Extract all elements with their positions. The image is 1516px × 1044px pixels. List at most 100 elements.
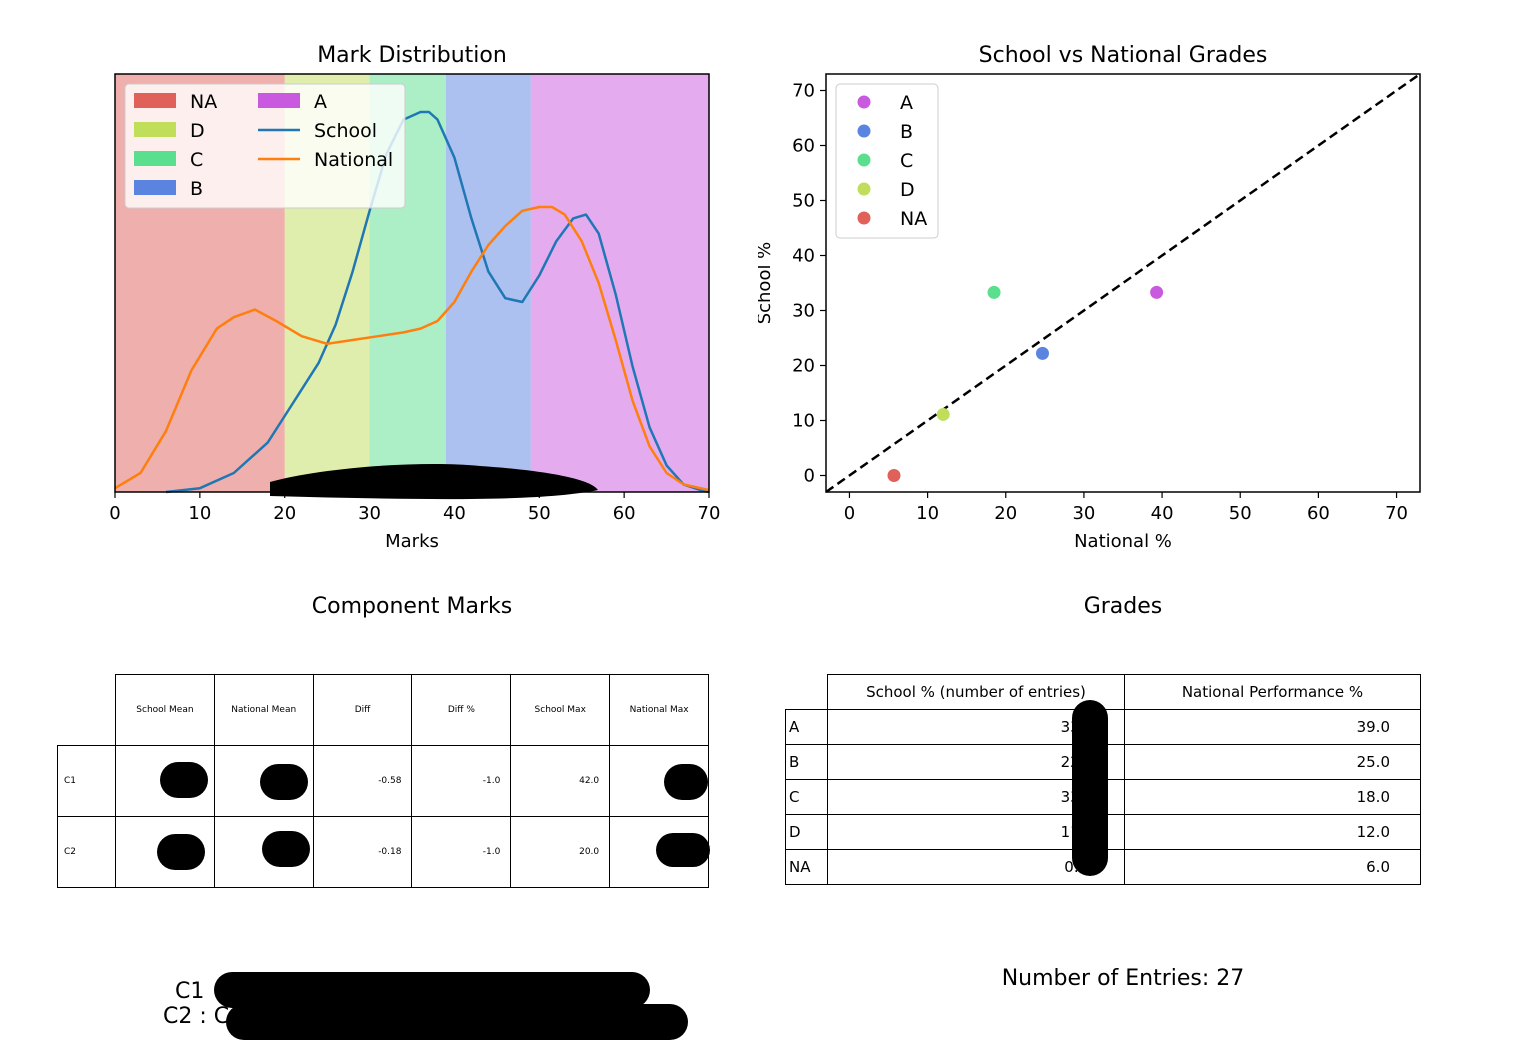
table-cell: -0.58	[312, 745, 413, 817]
diagonal-line	[825, 72, 1421, 494]
reference-line	[825, 72, 1421, 494]
legend-label: C	[900, 150, 913, 172]
column-header: Diff	[312, 674, 413, 746]
legend-label: D	[190, 120, 205, 142]
grade-band-b	[445, 74, 531, 492]
x-tick-label: 50	[1229, 503, 1252, 524]
table-cell: -1.0	[411, 816, 512, 888]
chart-title: School vs National Grades	[979, 43, 1268, 68]
component-c1-summary: C1	[175, 979, 205, 1004]
table-cell: 20.0	[510, 816, 611, 888]
table-cell: -1.0	[411, 745, 512, 817]
school-vs-national-chart: School vs National Grades 0 10 20 30 40 50 60 7…	[758, 43, 1421, 552]
table-header-row: School Mean National Mean Diff Diff % Sc…	[58, 674, 709, 746]
row-label: D	[785, 814, 828, 850]
table-cell: 18.0	[1124, 779, 1421, 815]
row-label: C1	[57, 745, 116, 817]
legend-label: National	[314, 149, 393, 171]
x-tick-label: 30	[1072, 503, 1095, 524]
scatter-point-d	[936, 407, 950, 421]
x-axis-label: Marks	[385, 531, 439, 552]
legend-label: B	[190, 178, 203, 200]
table-cell: 12.0	[1124, 814, 1421, 850]
legend-label: C	[190, 149, 203, 171]
x-tick-label: 40	[1151, 503, 1174, 524]
x-tick-label: 30	[358, 503, 381, 524]
table-cell: -0.18	[312, 816, 413, 888]
table-cell: 25.0	[1124, 744, 1421, 780]
column-header: National Max	[609, 674, 709, 746]
scatter-points	[887, 285, 1164, 482]
legend-swatch	[134, 122, 176, 137]
x-tick-label: 10	[916, 503, 939, 524]
table-cell: 39.0	[1124, 709, 1421, 745]
redaction-blob	[260, 764, 308, 800]
x-tick-label: 70	[698, 503, 721, 524]
scatter-point-b	[1035, 346, 1049, 360]
x-tick-label: 60	[613, 503, 636, 524]
legend-label: D	[900, 179, 915, 201]
row-label: C2	[57, 816, 116, 888]
legend-label: A	[314, 91, 327, 113]
table-row: C1 -0.58 -1.0 42.0	[57, 745, 709, 817]
column-header: National Mean	[213, 674, 314, 746]
x-tick-label: 0	[109, 503, 120, 524]
x-tick-label: 50	[528, 503, 551, 524]
redaction-scribble	[226, 1004, 688, 1040]
column-header: School Mean	[115, 674, 215, 746]
column-header: School % (number of entries)	[827, 674, 1125, 710]
redaction-blob	[262, 831, 310, 867]
entries-count: Number of Entries: 27	[1001, 966, 1245, 991]
scatter-point-c	[987, 285, 1001, 299]
y-tick-label: 70	[792, 81, 815, 102]
row-label: A	[785, 709, 828, 745]
component-marks-title: Component Marks	[311, 594, 513, 619]
redaction-scribble	[1072, 700, 1108, 876]
density-lines	[114, 110, 710, 494]
table-cell: 42.0	[510, 745, 611, 817]
mark-distribution-chart: Mark Distribution 0 10 20 30 40 50 60 70 Marks …	[109, 43, 721, 552]
row-label: NA	[785, 849, 828, 885]
legend-swatch	[258, 93, 300, 108]
legend-label: School	[314, 120, 377, 142]
x-tick-label: 0	[844, 503, 855, 524]
y-tick-label: 60	[792, 136, 815, 157]
table-header-row: School % (number of entries) National Pe…	[786, 674, 1421, 710]
x-tick-label: 60	[1307, 503, 1330, 524]
legend-label: NA	[900, 208, 927, 230]
row-label: B	[785, 744, 828, 780]
y-tick-label: 40	[792, 246, 815, 267]
legend-swatch	[134, 180, 176, 195]
column-header: National Performance %	[1124, 674, 1421, 710]
row-label: C	[785, 779, 828, 815]
legend-swatch	[134, 151, 176, 166]
redaction-blob	[157, 834, 205, 870]
y-tick-label: 20	[792, 356, 815, 377]
y-tick-label: 30	[792, 301, 815, 322]
legend: NA DCB A School National	[124, 83, 406, 209]
redaction-blob	[160, 762, 208, 798]
legend-marker	[857, 153, 871, 167]
plot-frame	[825, 73, 1421, 493]
redaction-scribble	[270, 463, 598, 500]
x-tick-label: 20	[273, 503, 296, 524]
x-axis-ticks: 0 10 20 30 40 50 60 70	[844, 492, 1408, 524]
legend-box	[124, 83, 406, 209]
grades-title: Grades	[1083, 594, 1163, 619]
table-corner	[58, 675, 116, 746]
scatter-point-na	[887, 469, 901, 482]
grade-band-a	[530, 74, 709, 492]
legend-marker	[857, 211, 871, 225]
y-tick-label: 10	[792, 411, 815, 432]
redaction-scribble	[214, 972, 650, 1008]
legend-marker	[857, 95, 871, 109]
column-header: School Max	[510, 674, 611, 746]
x-tick-label: 10	[188, 503, 211, 524]
y-tick-label: 0	[804, 466, 815, 487]
redaction-blob	[664, 764, 708, 800]
table-row: C2 -0.18 -1.0 20.0	[57, 816, 709, 888]
legend-swatch	[134, 93, 176, 108]
x-tick-label: 40	[443, 503, 466, 524]
legend-label: B	[900, 121, 913, 143]
